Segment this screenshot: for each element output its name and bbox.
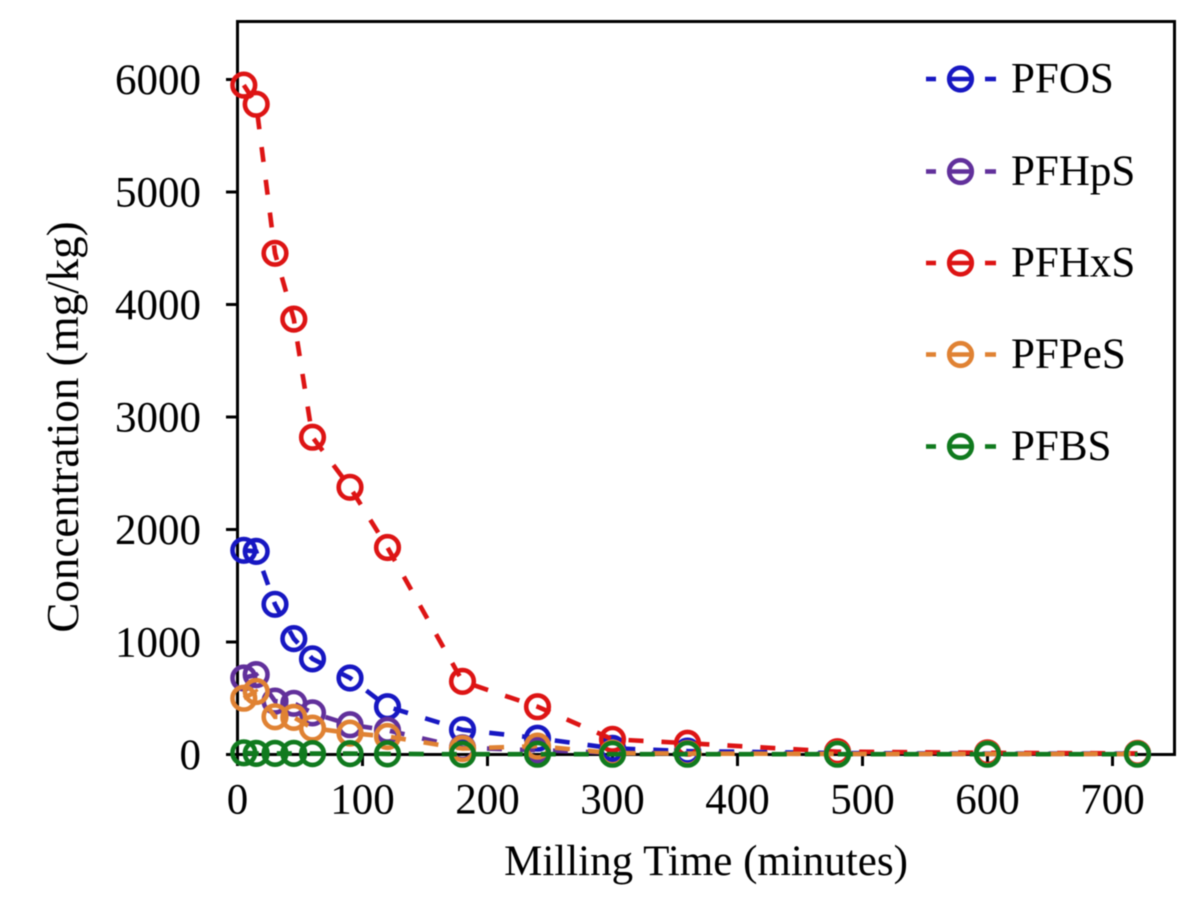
svg-text:300: 300: [580, 777, 645, 824]
svg-text:100: 100: [330, 777, 395, 824]
svg-text:5000: 5000: [115, 170, 201, 217]
svg-text:6000: 6000: [115, 57, 201, 104]
svg-text:700: 700: [1080, 777, 1145, 824]
svg-text:4000: 4000: [115, 282, 201, 329]
svg-text:PFBS: PFBS: [1011, 423, 1111, 470]
svg-text:0: 0: [180, 732, 202, 779]
svg-text:500: 500: [830, 777, 895, 824]
svg-text:1000: 1000: [115, 620, 201, 667]
svg-text:PFHxS: PFHxS: [1011, 240, 1135, 287]
svg-text:PFOS: PFOS: [1011, 56, 1114, 103]
svg-text:400: 400: [705, 777, 770, 824]
svg-text:PFHpS: PFHpS: [1011, 148, 1135, 195]
svg-text:PFPeS: PFPeS: [1011, 331, 1126, 378]
svg-text:3000: 3000: [115, 395, 201, 442]
svg-text:Milling Time (minutes): Milling Time (minutes): [504, 838, 908, 885]
svg-text:Concentration (mg/kg): Concentration (mg/kg): [38, 221, 88, 632]
svg-text:200: 200: [455, 777, 520, 824]
svg-text:2000: 2000: [115, 507, 201, 554]
svg-text:600: 600: [955, 777, 1020, 824]
svg-text:0: 0: [227, 777, 249, 824]
